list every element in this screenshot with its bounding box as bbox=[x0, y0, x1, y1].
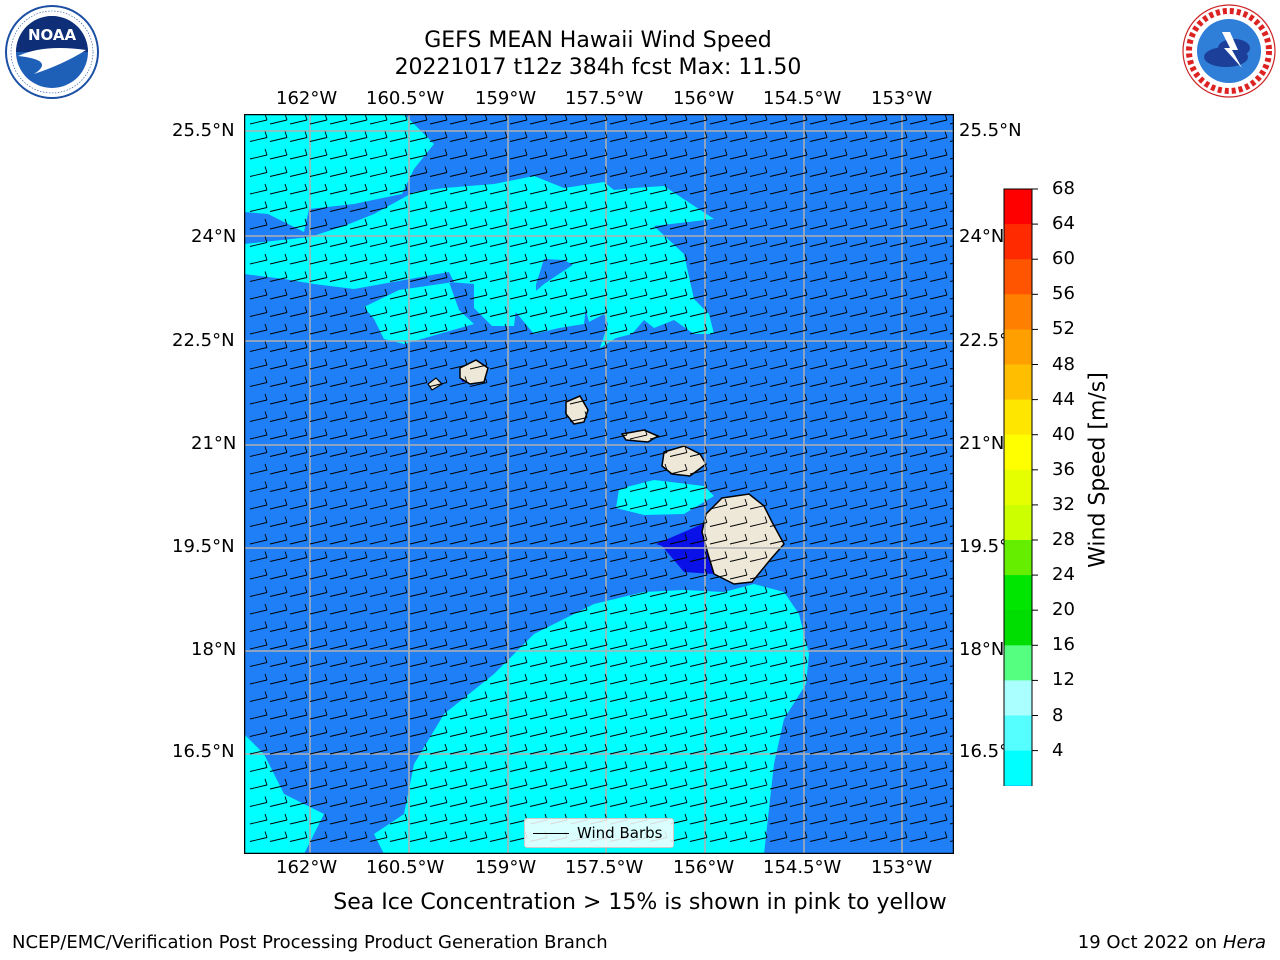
lon-label: 154.5°W bbox=[763, 88, 842, 109]
colorbar-title: Wind Speed [m/s] bbox=[1085, 372, 1111, 568]
colorbar-segment bbox=[1004, 224, 1032, 260]
legend-line-swatch bbox=[533, 832, 569, 834]
colorbar-tick-label: 36 bbox=[1052, 458, 1075, 480]
lat-label: 21°N bbox=[959, 433, 1005, 454]
lat-label: 19.5°N bbox=[172, 536, 235, 557]
colorbar-tick-label: 60 bbox=[1052, 248, 1075, 270]
wind-speed-map bbox=[244, 114, 954, 854]
lon-label: 159°W bbox=[475, 857, 537, 878]
lat-label: 24°N bbox=[959, 226, 1005, 247]
island-maui bbox=[661, 445, 707, 477]
colorbar-segment bbox=[1004, 540, 1032, 576]
colorbar-tick-label: 20 bbox=[1052, 599, 1075, 621]
colorbar-tick-label: 4 bbox=[1052, 739, 1064, 761]
lon-label: 162°W bbox=[276, 857, 338, 878]
colorbar-segment bbox=[1004, 259, 1032, 295]
chart-subtitle: 20221017 t12z 384h fcst Max: 11.50 bbox=[394, 55, 802, 80]
lon-label: 154.5°W bbox=[763, 857, 842, 878]
lat-label: 22.5°N bbox=[172, 330, 235, 351]
footer-date: 19 Oct 2022 on bbox=[1077, 932, 1223, 953]
colorbar-tick-label: 44 bbox=[1052, 388, 1075, 410]
wind-barbs-legend: Wind Barbs bbox=[524, 818, 674, 848]
lon-label: 162°W bbox=[276, 88, 338, 109]
lat-label: 24°N bbox=[191, 226, 237, 247]
lat-label: 25.5°N bbox=[959, 120, 1022, 141]
colorbar-tick-label: 32 bbox=[1052, 493, 1075, 515]
lat-label: 25.5°N bbox=[172, 120, 235, 141]
colorbar-tick-label: 64 bbox=[1052, 213, 1075, 235]
lon-label: 153°W bbox=[871, 88, 933, 109]
colorbar-segment bbox=[1004, 329, 1032, 365]
colorbar-tick-label: 68 bbox=[1052, 178, 1075, 199]
footer-left: NCEP/EMC/Verification Post Processing Pr… bbox=[12, 932, 608, 953]
colorbar-tick-label: 12 bbox=[1052, 669, 1075, 691]
colorbar-segment bbox=[1004, 399, 1032, 436]
wind-0-4-region bbox=[656, 519, 714, 574]
colorbar-tick-label: 48 bbox=[1052, 353, 1075, 375]
colorbar-segment bbox=[1004, 294, 1032, 330]
colorbar-segment bbox=[1004, 750, 1032, 786]
nws-logo bbox=[1182, 4, 1276, 98]
colorbar-tick-label: 8 bbox=[1052, 704, 1064, 726]
noaa-logo-text: NOAA bbox=[28, 26, 77, 44]
colorbar-tick-label: 52 bbox=[1052, 318, 1075, 340]
colorbar-segment bbox=[1004, 504, 1032, 541]
colorbar-segment bbox=[1004, 645, 1032, 681]
lon-label: 159°W bbox=[475, 88, 537, 109]
legend-label: Wind Barbs bbox=[577, 824, 663, 842]
colorbar-tick-label: 56 bbox=[1052, 283, 1075, 305]
lon-label: 160.5°W bbox=[366, 88, 445, 109]
lon-label: 153°W bbox=[871, 857, 933, 878]
lat-label: 18°N bbox=[191, 639, 237, 660]
wind-speed-colorbar bbox=[1003, 188, 1038, 786]
lon-label: 157.5°W bbox=[565, 88, 644, 109]
colorbar-segment bbox=[1004, 715, 1032, 752]
chart-title: GEFS MEAN Hawaii Wind Speed bbox=[424, 28, 772, 53]
wind-barbs-layer bbox=[249, 114, 954, 842]
sea-ice-caption: Sea Ice Concentration > 15% is shown in … bbox=[333, 890, 947, 915]
colorbar-segment bbox=[1004, 610, 1032, 646]
lon-label: 157.5°W bbox=[565, 857, 644, 878]
colorbar-segment bbox=[1004, 680, 1032, 716]
lon-label: 156°W bbox=[673, 857, 735, 878]
lat-label: 16.5°N bbox=[172, 741, 235, 762]
colorbar-segment bbox=[1004, 575, 1032, 611]
lat-label: 18°N bbox=[959, 639, 1005, 660]
colorbar-segment bbox=[1004, 189, 1032, 225]
colorbar-tick-label: 40 bbox=[1052, 423, 1075, 445]
noaa-logo: NOAA bbox=[5, 5, 99, 99]
wind-barbs bbox=[249, 114, 954, 842]
lat-label: 21°N bbox=[191, 433, 237, 454]
colorbar-segment bbox=[1004, 364, 1032, 401]
wind-8-12-region-channel bbox=[514, 226, 714, 348]
footer-right: 19 Oct 2022 on Hera bbox=[1078, 932, 1266, 953]
colorbar-tick-label: 28 bbox=[1052, 529, 1075, 550]
colorbar-tick-label: 24 bbox=[1052, 564, 1075, 586]
wind-8-12-region-north bbox=[244, 114, 714, 344]
colorbar-tick-label: 16 bbox=[1052, 634, 1075, 656]
map-frame bbox=[244, 114, 954, 854]
footer-host: Hera bbox=[1222, 932, 1266, 953]
colorbar-segment bbox=[1004, 434, 1032, 471]
lon-label: 156°W bbox=[673, 88, 735, 109]
colorbar-segment bbox=[1004, 469, 1032, 506]
lon-label: 160.5°W bbox=[366, 857, 445, 878]
